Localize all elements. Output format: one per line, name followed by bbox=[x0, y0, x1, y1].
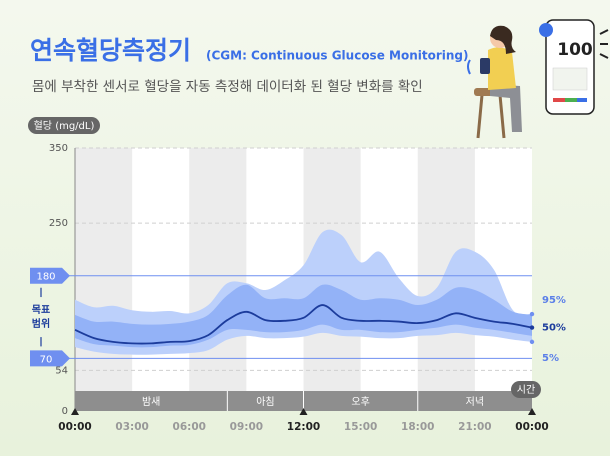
illustration: 100 bbox=[467, 19, 609, 139]
y-label-pill bbox=[28, 117, 100, 134]
y-tick-label: 250 bbox=[49, 218, 68, 229]
y-tick-label: 54 bbox=[55, 365, 68, 376]
median-line bbox=[74, 304, 533, 345]
period-label: 오후 bbox=[351, 396, 369, 408]
series-label: 50% bbox=[542, 323, 566, 334]
x-tick-label: 06:00 bbox=[173, 421, 206, 433]
x-tick-mark bbox=[299, 408, 308, 415]
x-label-pill bbox=[511, 381, 541, 398]
stripe bbox=[75, 148, 133, 391]
subtitle: 몸에 부착한 센서로 혈당을 자동 측정해 데이터화 된 혈당 변화를 확인 bbox=[32, 79, 423, 95]
series-label: 5% bbox=[542, 353, 559, 364]
end-dot bbox=[529, 311, 535, 317]
period-label: 아침 bbox=[256, 396, 274, 408]
end-dot bbox=[529, 339, 535, 345]
target-box bbox=[30, 267, 70, 284]
target-box bbox=[30, 350, 70, 367]
x-tick-label: 03:00 bbox=[115, 421, 148, 433]
x-tick-label: 00:00 bbox=[58, 421, 91, 433]
chart-title: 연속혈당측정기 bbox=[30, 36, 191, 65]
band bbox=[75, 284, 532, 348]
x-tick-mark bbox=[71, 408, 79, 415]
title-note: (CGM: Continuous Glucose Monitoring) bbox=[206, 49, 469, 63]
x-tick-label: 00:00 bbox=[515, 421, 548, 433]
x-tick-label: 12:00 bbox=[287, 421, 320, 433]
y-tick-label: 350 bbox=[49, 143, 68, 154]
target-value: 180 bbox=[36, 272, 55, 283]
end-dot bbox=[529, 325, 535, 330]
x-tick-label: 15:00 bbox=[344, 421, 377, 433]
period-label: 저녁 bbox=[466, 396, 484, 408]
y-tick-label: 0 bbox=[62, 406, 68, 417]
x-tick-label: 09:00 bbox=[230, 421, 263, 433]
y-axis-label: 혈당 (mg/dL) bbox=[34, 119, 95, 132]
phone-reading: 100 bbox=[557, 40, 593, 60]
stripe bbox=[189, 148, 247, 391]
period-label: 밤새 bbox=[142, 396, 160, 408]
x-tick-label: 21:00 bbox=[458, 421, 491, 433]
series-label: 95% bbox=[542, 295, 566, 306]
x-tick-mark bbox=[528, 408, 536, 415]
x-tick-label: 18:00 bbox=[401, 421, 434, 433]
target-label: 목표 bbox=[32, 304, 50, 316]
x-axis-label: 시간 bbox=[517, 384, 535, 396]
target-value: 70 bbox=[40, 354, 53, 365]
target-label: 범위 bbox=[32, 317, 50, 330]
